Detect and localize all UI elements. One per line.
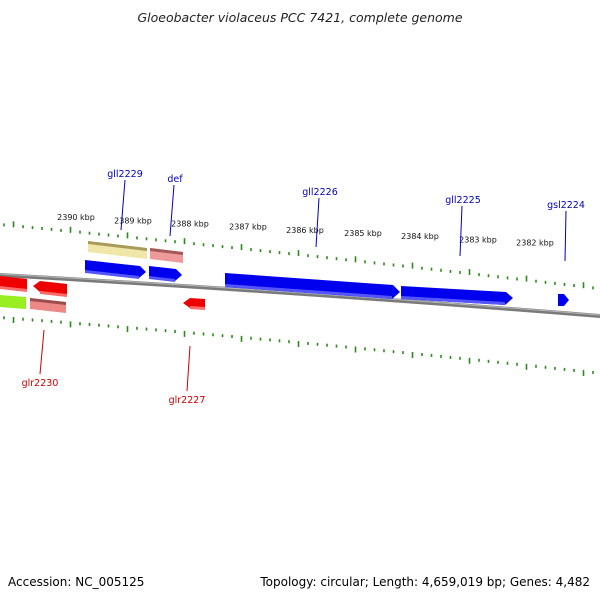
gene-glr2230-arrow[interactable]: [33, 281, 67, 297]
gene-def-arrow[interactable]: [149, 266, 182, 282]
trna-feature-yellow[interactable]: [88, 241, 147, 259]
gene-label-def: def: [167, 174, 183, 185]
feature-lime-left-edge[interactable]: [0, 295, 26, 309]
scale-label-group: 2390 kbp 2389 kbp 2388 kbp 2387 kbp 2386 kbp…: [57, 213, 554, 247]
gene-label-gll2225: gll2225: [445, 195, 481, 206]
genome-backbone-highlight: [0, 273, 600, 316]
gene-gll2225-arrow[interactable]: [401, 286, 513, 305]
accession-text: Accession: NC_005125: [8, 575, 145, 589]
scale-label: 2387 kbp: [229, 223, 267, 232]
scale-label: 2389 kbp: [114, 216, 152, 225]
label-gll2225[interactable]: gll2225: [445, 195, 481, 257]
scale-label: 2390 kbp: [57, 213, 95, 222]
gene-label-gsl2224: gsl2224: [547, 200, 585, 211]
gene-glr2227-arrow[interactable]: [183, 298, 205, 310]
label-gll2229[interactable]: gll2229: [107, 169, 143, 231]
scale-label: 2384 kbp: [401, 232, 439, 241]
gene-label-gll2226: gll2226: [302, 187, 338, 198]
topology-summary: Topology: circular; Length: 4,659,019 bp…: [260, 575, 590, 589]
scale-label: 2386 kbp: [286, 226, 324, 235]
inner-tick-track: [3, 316, 594, 376]
label-def[interactable]: def: [167, 174, 183, 237]
feature-lightred-upper[interactable]: [150, 248, 183, 263]
scale-label: 2382 kbp: [516, 238, 554, 247]
label-glr2230[interactable]: glr2230: [22, 329, 59, 389]
feature-track-upper: [88, 241, 183, 263]
genome-backbone: [0, 273, 600, 318]
gene-gll2229-arrow[interactable]: [85, 260, 146, 279]
label-gsl2224[interactable]: gsl2224: [547, 200, 585, 262]
scale-label: 2388 kbp: [171, 219, 209, 228]
scale-label: 2383 kbp: [459, 235, 497, 244]
feature-lightred-lower[interactable]: [30, 298, 66, 313]
label-glr2227[interactable]: glr2227: [169, 345, 206, 406]
outer-tick-track: [3, 221, 594, 290]
map-title: Gloeobacter violaceus PCC 7421, complete…: [137, 10, 463, 25]
gene-label-glr2230: glr2230: [22, 378, 59, 389]
gene-gsl2224-arrow[interactable]: [558, 294, 569, 306]
scale-label: 2385 kbp: [344, 229, 382, 238]
gene-gll2226-arrow[interactable]: [225, 273, 400, 299]
label-gll2226[interactable]: gll2226: [302, 187, 338, 248]
gene-red-left-edge[interactable]: [0, 276, 27, 292]
gene-label-glr2227: glr2227: [169, 395, 206, 406]
gene-label-gll2229: gll2229: [107, 169, 143, 180]
